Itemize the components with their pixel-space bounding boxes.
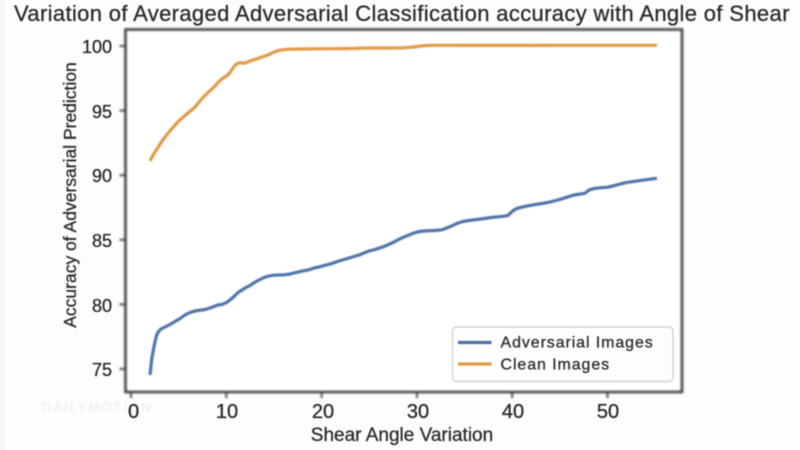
svg-text:10: 10 xyxy=(216,401,238,423)
svg-text:75: 75 xyxy=(92,360,112,380)
svg-text:Shear Angle Variation: Shear Angle Variation xyxy=(311,425,493,446)
svg-text:0: 0 xyxy=(128,401,139,423)
svg-text:30: 30 xyxy=(407,401,429,423)
svg-text:DAILYMOTION: DAILYMOTION xyxy=(42,400,153,415)
svg-text:100: 100 xyxy=(82,37,112,57)
svg-text:80: 80 xyxy=(92,296,112,316)
svg-text:85: 85 xyxy=(92,231,112,251)
svg-text:90: 90 xyxy=(92,166,112,186)
svg-text:20: 20 xyxy=(312,401,334,423)
svg-text:Accuracy of Adversarial Predic: Accuracy of Adversarial Prediction xyxy=(60,62,80,328)
svg-text:50: 50 xyxy=(597,401,619,423)
svg-text:Variation of Averaged Adversar: Variation of Averaged Adversarial Classi… xyxy=(14,1,790,26)
svg-text:Adversarial Images: Adversarial Images xyxy=(501,335,654,352)
svg-text:40: 40 xyxy=(502,401,524,423)
svg-text:Clean Images: Clean Images xyxy=(501,357,611,374)
svg-text:95: 95 xyxy=(92,102,112,122)
